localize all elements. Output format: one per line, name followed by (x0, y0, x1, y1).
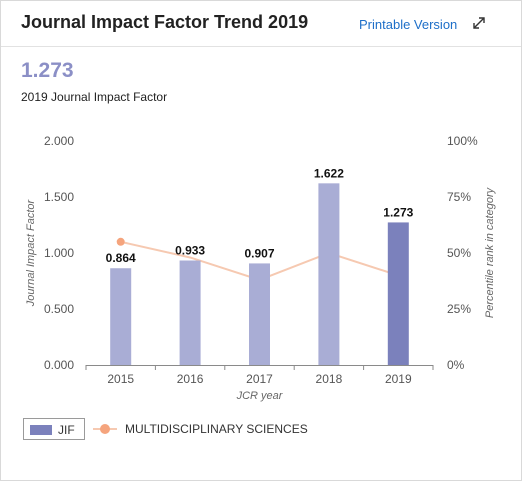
y-axis-title: Journal Impact Factor (25, 198, 37, 307)
y2-tick-label: 25% (447, 302, 471, 316)
y-tick-label: 1.000 (44, 246, 74, 260)
y2-tick-label: 50% (447, 246, 471, 260)
x-axis-title: JCR year (236, 390, 284, 402)
legend-bar-swatch (30, 425, 52, 435)
y-tick-label: 1.500 (44, 190, 74, 204)
jif-bar (387, 222, 409, 365)
jif-chart: 0.000 0.500 1.000 1.500 2.000 0% 25% 50% 75% 100%… (25, 134, 496, 402)
jif-bar (110, 268, 132, 365)
x-tick-label: 2017 (246, 372, 273, 386)
legend-item-jif[interactable]: JIF (23, 418, 85, 440)
x-tick-label: 2019 (385, 372, 412, 386)
x-tick-label: 2016 (177, 372, 204, 386)
bar-value-label: 0.864 (106, 251, 136, 265)
jif-value-label: 2019 Journal Impact Factor (21, 90, 168, 104)
legend-item-category[interactable]: MULTIDISCIPLINARY SCIENCES (93, 418, 353, 440)
y2-tick-label: 100% (447, 134, 478, 148)
percentile-point (116, 237, 125, 246)
legend-label-category: MULTIDISCIPLINARY SCIENCES (125, 422, 308, 436)
expand-icon[interactable] (471, 15, 487, 31)
legend-label-jif: JIF (58, 423, 75, 437)
y-tick-label: 2.000 (44, 134, 74, 148)
y-tick-label: 0.000 (44, 358, 74, 372)
chart-title: Journal Impact Factor Trend 2019 (21, 12, 309, 32)
legend-marker-swatch (100, 424, 110, 434)
bar-value-label: 0.933 (175, 244, 205, 258)
bar-value-label: 1.273 (383, 205, 413, 219)
card-header: Journal Impact Factor Trend 2019 Printab… (1, 1, 521, 47)
printable-version-link[interactable]: Printable Version (359, 17, 458, 32)
jif-bar (318, 183, 340, 365)
bar-value-label: 1.622 (314, 166, 344, 180)
y-tick-label: 0.500 (44, 302, 74, 316)
y2-tick-label: 0% (447, 358, 465, 372)
y2-axis-title: Percentile rank in category (484, 186, 496, 318)
x-tick-label: 2015 (107, 372, 134, 386)
x-tick-label: 2018 (316, 372, 343, 386)
jif-bar (179, 260, 201, 365)
y2-tick-label: 75% (447, 190, 471, 204)
jif-bar (249, 263, 270, 365)
bar-value-label: 0.907 (244, 246, 274, 260)
jif-value: 1.273 (21, 59, 74, 82)
